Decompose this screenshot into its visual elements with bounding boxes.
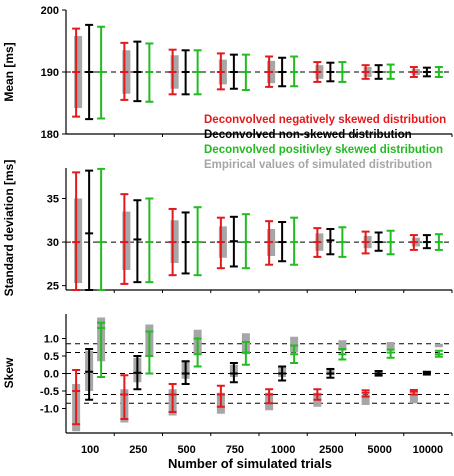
y-tick-label: 190 (41, 67, 59, 79)
ylabel-mean: Mean [ms] (2, 42, 16, 101)
x-tick-label: 10000 (413, 444, 444, 456)
empirical-bar (434, 343, 443, 348)
empirical-bar (74, 198, 83, 284)
x-tick-label: 5000 (367, 444, 391, 456)
legend-entry-empirical: Empirical values of simulated distributi… (204, 159, 432, 171)
x-tick-label: 250 (129, 444, 147, 456)
y-tick-label: 30 (47, 237, 59, 249)
panel-0: 180 190 200 (41, 5, 453, 141)
panel-1: 25 30 35 (47, 167, 453, 293)
y-tick-label: 0.0 (44, 369, 59, 381)
y-tick-label: 200 (41, 5, 59, 17)
x-tick-label: 1000 (271, 444, 295, 456)
x-tick-label: 750 (226, 444, 244, 456)
empirical-bar (122, 211, 131, 270)
empirical-bar (409, 394, 418, 404)
y-tick-label: 180 (41, 129, 59, 141)
x-tick-label: 100 (81, 444, 99, 456)
empirical-bar (361, 394, 370, 405)
y-tick-label: -1.0 (40, 404, 59, 416)
legend: Deconvolved negatively skewed distributi… (204, 114, 446, 171)
x-tick-label: 2500 (319, 444, 343, 456)
ylabel-skew: Skew (2, 357, 16, 388)
x-tick-label: 500 (177, 444, 195, 456)
y-tick-label: 25 (47, 281, 59, 293)
xlabel: Number of simulated trials (168, 456, 332, 471)
empirical-bar (338, 340, 347, 351)
legend-entry-negative: Deconvolved negatively skewed distributi… (204, 114, 446, 126)
legend-entry-nonskewed: Deconvolved non-skewed distribution (204, 129, 412, 141)
y-tick-label: 1.0 (44, 334, 59, 346)
chart-panels: 180 190 200 25 30 35 -1.0 -0.5 0.0 0.5 1.0 100 250 50… (40, 5, 453, 456)
y-tick-label: 35 (47, 194, 59, 206)
y-tick-label: -0.5 (40, 386, 59, 398)
legend-entry-positive: Deconvolved positivley skewed distributi… (204, 144, 443, 156)
panel-2: -1.0 -0.5 0.0 0.5 1.0 100 250 500 750 1000 2500 500… (40, 314, 453, 456)
ylabel-sd: Standard deviation [ms] (2, 160, 16, 297)
empirical-bar (386, 342, 395, 349)
y-tick-label: 0.5 (44, 351, 59, 363)
